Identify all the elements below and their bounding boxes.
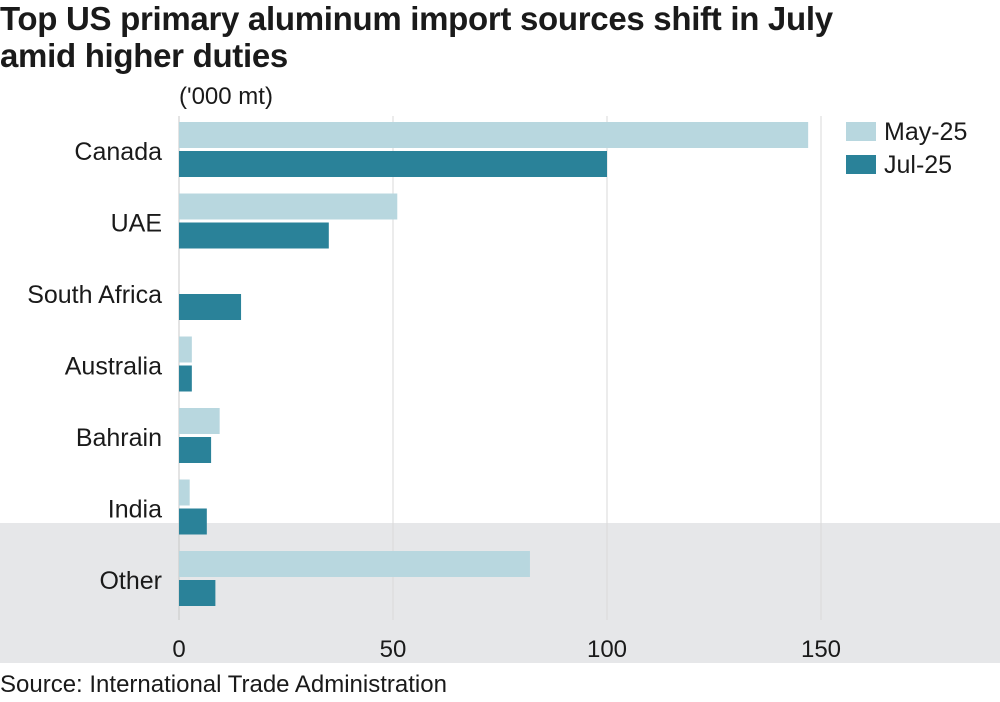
category-label-bahrain: Bahrain bbox=[76, 424, 162, 452]
other-category-band bbox=[0, 523, 1000, 663]
bar-india-may-25 bbox=[179, 479, 190, 506]
bar-uae-jul-25 bbox=[179, 222, 329, 249]
legend-label-jul-25: Jul-25 bbox=[884, 151, 952, 179]
bar-australia-jul-25 bbox=[179, 365, 192, 392]
category-label-australia: Australia bbox=[65, 353, 162, 381]
x-tick-label-150: 150 bbox=[801, 636, 841, 663]
x-tick-label-100: 100 bbox=[587, 636, 627, 663]
chart-title-line-2: amid higher duties bbox=[0, 37, 288, 74]
legend-swatch-jul-25 bbox=[846, 155, 876, 174]
bar-other-jul-25 bbox=[179, 580, 216, 606]
bar-india-jul-25 bbox=[179, 508, 207, 535]
legend-label-may-25: May-25 bbox=[884, 118, 967, 146]
bar-bahrain-jul-25 bbox=[179, 437, 212, 463]
bar-australia-may-25 bbox=[179, 336, 192, 363]
category-label-canada: Canada bbox=[74, 138, 162, 166]
bar-canada-may-25 bbox=[179, 122, 809, 148]
bar-south-africa-jul-25 bbox=[179, 294, 242, 320]
source-note: Source: International Trade Administrati… bbox=[0, 671, 447, 698]
chart-title-line-1: Top US primary aluminum import sources s… bbox=[0, 0, 833, 37]
bar-uae-may-25 bbox=[179, 193, 398, 220]
category-label-other: Other bbox=[99, 567, 162, 595]
x-tick-label-0: 0 bbox=[172, 636, 185, 663]
chart-title: Top US primary aluminum import sources s… bbox=[0, 0, 1000, 74]
unit-label: ('000 mt) bbox=[179, 83, 273, 110]
x-tick-label-50: 50 bbox=[380, 636, 407, 663]
legend-swatch-may-25 bbox=[846, 122, 876, 141]
category-label-south-africa: South Africa bbox=[27, 281, 162, 309]
category-label-uae: UAE bbox=[111, 210, 162, 238]
bar-canada-jul-25 bbox=[179, 151, 607, 177]
category-label-india: India bbox=[108, 496, 162, 524]
bar-other-may-25 bbox=[179, 551, 530, 577]
bar-bahrain-may-25 bbox=[179, 408, 220, 434]
